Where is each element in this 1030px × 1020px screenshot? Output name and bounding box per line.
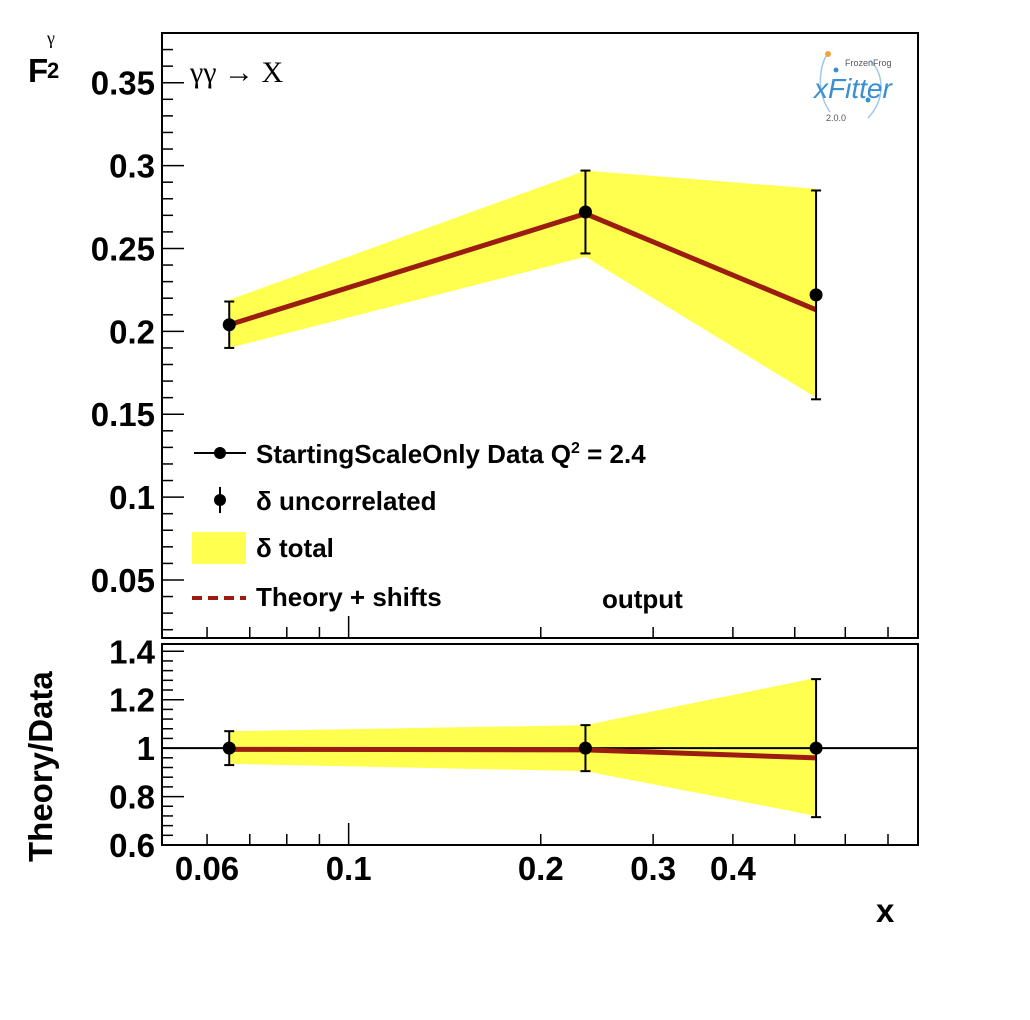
x-tick-label: 0.2	[518, 850, 564, 887]
ratio-data-points	[222, 678, 823, 819]
ratio-y-tick-label: 1.2	[109, 682, 155, 719]
legend-entry-theory: Theory + shifts	[192, 582, 442, 612]
main-y-tick-label: 0.05	[91, 562, 155, 599]
main-y-ticks: 0.05 0.1 0.15 0.2 0.25 0.3 0.35	[91, 32, 184, 631]
main-y-tick-label: 0.15	[91, 396, 155, 433]
ratio-x-ticks: 0.06 0.1 0.2 0.3 0.4	[175, 823, 889, 887]
ratio-panel: 0.6 0.8 1 1.2 1.4 0.06 0.1 0.2 0.3 0.4 Theory/Da…	[22, 633, 919, 929]
logo-main-text: xFitter	[812, 73, 893, 104]
ratio-y-axis-label: Theory/Data	[22, 671, 59, 862]
legend-extra-label: output	[602, 584, 683, 614]
logo-swirl-left	[819, 55, 831, 113]
main-y-tick-label: 0.3	[109, 148, 155, 185]
main-y-tick-label: 0.2	[109, 313, 155, 350]
main-y-tick-label: 0.25	[91, 230, 155, 267]
x-tick-label: 0.4	[710, 850, 757, 887]
ratio-y-tick-label: 1	[137, 730, 155, 767]
legend-label-uncorrelated: δ uncorrelated	[256, 486, 436, 516]
x-tick-label: 0.1	[326, 850, 372, 887]
logo-dot-orange	[825, 51, 831, 57]
main-y-tick-label: 0.35	[91, 65, 155, 102]
logo-swirl-right	[867, 59, 882, 119]
ratio-y-tick-label: 1.4	[109, 633, 156, 670]
legend-symbol-band	[192, 532, 246, 564]
main-data-points	[222, 169, 823, 401]
main-y-axis-label: F 2 γ	[28, 28, 59, 89]
legend-label-theory: Theory + shifts	[256, 582, 442, 612]
main-band-area	[229, 170, 817, 398]
main-panel: 0.05 0.1 0.15 0.2 0.25 0.3 0.35 γγ → X F 2 γ F…	[28, 28, 919, 639]
y-label-sup: γ	[46, 28, 55, 48]
logo-version-text: 2.0.0	[826, 113, 846, 123]
process-label: γγ → X	[189, 56, 284, 89]
ratio-total-band	[229, 677, 817, 816]
legend-entry-total: δ total	[192, 532, 334, 564]
y-label-sub: 2	[47, 58, 59, 83]
logo-dot-blue	[833, 67, 839, 73]
main-y-tick-label: 0.1	[109, 479, 155, 516]
main-data-point	[578, 205, 592, 219]
ratio-plot-frame	[161, 643, 919, 846]
logo-dot-blue-2	[865, 97, 871, 103]
x-tick-label: 0.3	[630, 850, 676, 887]
xfitter-logo: FrozenFrog xFitter 2.0.0	[812, 51, 893, 123]
ratio-data-point	[578, 741, 592, 755]
legend-label-data: StartingScaleOnly Data Q2 = 2.4	[256, 439, 646, 469]
ratio-y-ticks: 0.6 0.8 1 1.2 1.4	[109, 633, 184, 864]
legend: StartingScaleOnly Data Q2 = 2.4 δ uncorr…	[192, 439, 683, 614]
ratio-data-point	[809, 741, 823, 755]
x-tick-label: 0.06	[175, 850, 239, 887]
ratio-data-point	[222, 741, 236, 755]
legend-symbol-marker	[214, 447, 226, 459]
ratio-y-tick-label: 0.6	[109, 827, 155, 864]
legend-symbol-marker-2	[214, 494, 226, 506]
legend-entry-data: StartingScaleOnly Data Q2 = 2.4	[194, 439, 646, 469]
x-axis-label: x	[876, 892, 895, 929]
main-total-band	[229, 170, 817, 398]
ratio-y-tick-label: 0.8	[109, 779, 155, 816]
logo-top-text: FrozenFrog	[845, 58, 892, 68]
legend-label-total: δ total	[256, 533, 334, 563]
main-data-point	[222, 318, 236, 332]
ratio-band-area	[229, 677, 817, 816]
y-label-base: F	[28, 52, 48, 89]
legend-entry-uncorrelated: δ uncorrelated	[214, 486, 436, 516]
main-x-ticks	[206, 616, 889, 638]
main-data-point	[809, 288, 823, 302]
main-plot-frame	[161, 32, 919, 639]
